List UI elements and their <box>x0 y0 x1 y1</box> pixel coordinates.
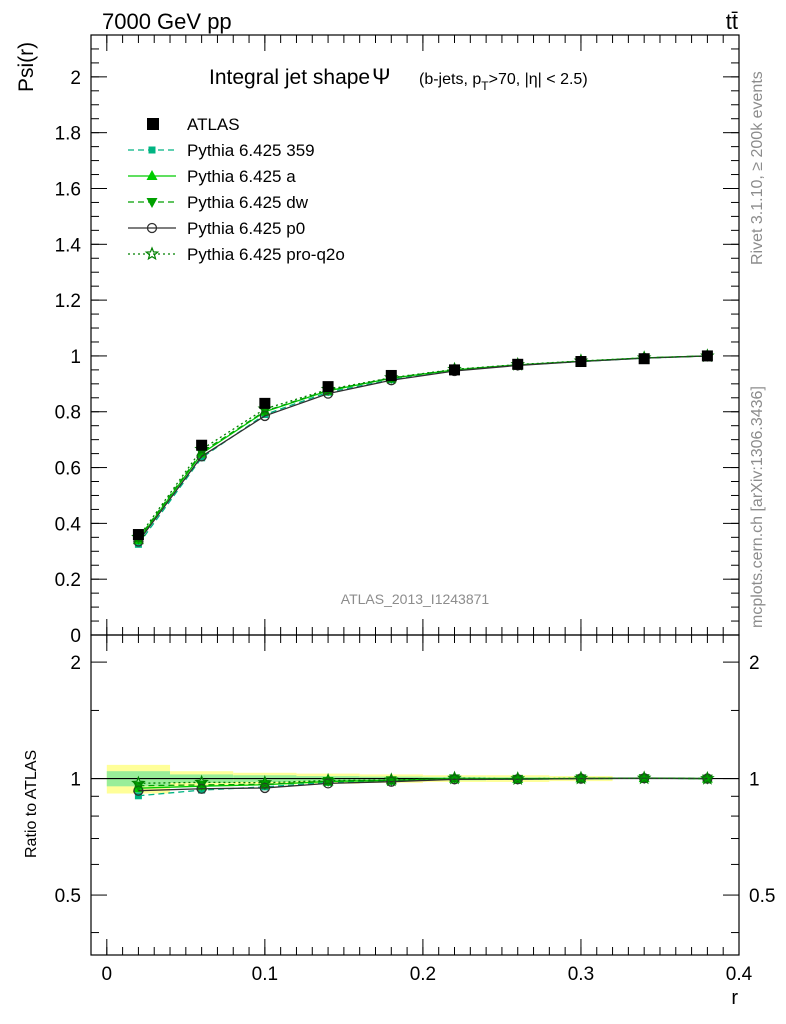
legend-series-marker <box>146 170 158 180</box>
ratio-y-axis-label: Ratio to ATLAS <box>23 750 40 858</box>
main-y-tick-label: 0.4 <box>55 514 82 535</box>
ratio-y-tick-label-right: 1 <box>749 770 760 791</box>
legend-atlas-marker <box>147 118 159 130</box>
x-tick-label: 0.3 <box>568 964 594 985</box>
main-y-tick-label: 1.8 <box>55 124 81 145</box>
legend-atlas-label: ATLAS <box>187 115 240 134</box>
main-y-tick-label: 1 <box>70 347 81 368</box>
x-tick-label: 0.1 <box>252 964 278 985</box>
main-y-tick-label: 0.6 <box>55 459 81 480</box>
ratio-series-point <box>510 771 526 785</box>
main-y-tick-label: 1.4 <box>55 235 82 256</box>
main-axes: 0 0.2 0.4 0.6 0.8 1 1.2 1.4 1.6 1.8 2 <box>55 35 740 647</box>
legend-series-marker <box>144 246 160 261</box>
mcplots-label: mcplots.cern.ch [arXiv:1306.3436] <box>749 386 766 628</box>
ratio-series-point <box>512 774 523 785</box>
process-label: tt̄ <box>726 9 738 34</box>
ratio-axes: 0 0.1 0.2 0.3 0.4 0.5 0.5 1 1 2 2 <box>55 635 775 985</box>
atlas-data-point <box>385 369 397 381</box>
x-axis-label: r <box>731 987 738 1009</box>
legend-series-label: Pythia 6.425 p0 <box>187 219 305 238</box>
y-axis-label: Psi(r) <box>15 42 38 92</box>
main-y-tick-label: 1.2 <box>55 291 81 312</box>
legend-series-marker <box>146 222 158 234</box>
main-y-tick-label: 0.2 <box>55 570 81 591</box>
legend-series-label: Pythia 6.425 pro-q2o <box>187 245 345 264</box>
series-line <box>137 355 708 541</box>
ratio-series-point <box>575 774 587 785</box>
ratio-series-lines <box>131 770 715 800</box>
legend-series-label: Pythia 6.425 359 <box>187 141 315 160</box>
subtitle-part-close: >70, |η| < 2.5) <box>489 71 588 88</box>
ratio-series-point <box>320 772 336 787</box>
ratio-series-point <box>322 778 334 789</box>
ratio-series-point <box>512 774 524 785</box>
ratio-y-tick-label: 1 <box>70 770 81 791</box>
legend-series-marker <box>148 146 156 154</box>
ratio-series-point <box>447 770 462 785</box>
rivet-label: Rivet 3.1.10, ≥ 200k events <box>749 71 766 265</box>
x-tick-label: 0.4 <box>726 964 753 985</box>
ratio-panel: 0 0.1 0.2 0.3 0.4 0.5 0.5 1 1 2 2 Ratio to ATLAS r <box>23 634 775 1009</box>
series-line <box>137 355 708 542</box>
subtitle-part-sub: T <box>481 79 489 93</box>
energy-label: 7000 GeV pp <box>102 9 232 34</box>
x-tick-label: 0.2 <box>410 964 436 985</box>
legend-series-label: Pythia 6.425 a <box>187 167 296 186</box>
ratio-series-point <box>573 770 589 785</box>
psi-symbol: Ψ <box>372 64 390 89</box>
atlas-data-point <box>575 356 587 368</box>
ratio-y-tick-label-right: 2 <box>749 653 760 674</box>
ratio-series-point <box>131 775 146 790</box>
atlas-data-point <box>638 353 650 365</box>
ratio-series-point <box>384 772 399 787</box>
main-y-tick-label: 0 <box>70 626 81 647</box>
main-y-tick-label: 2 <box>70 68 81 89</box>
legend: ATLAS Pythia 6.425 359 Pythia 6.425 a Pythi… <box>128 115 345 264</box>
main-y-tick-label: 0.8 <box>55 403 81 424</box>
subtitle-part-open: (b-jets, p <box>419 71 481 88</box>
atlas-data-point <box>449 364 461 376</box>
ratio-series-point <box>386 776 397 787</box>
atlas-data-point <box>196 439 208 451</box>
series-line <box>137 355 708 545</box>
ratio-series-point <box>259 782 271 794</box>
atlas-data-point <box>512 358 524 370</box>
ratio-frame <box>90 634 740 956</box>
atlas-data-point <box>322 381 334 393</box>
analysis-label: ATLAS_2013_I1243871 <box>341 591 490 607</box>
atlas-data-point <box>701 350 713 362</box>
legend-series-label: Pythia 6.425 dw <box>187 193 309 212</box>
atlas-data-point <box>132 529 144 541</box>
ratio-series-point <box>257 775 273 789</box>
atlas-data-point <box>259 397 271 409</box>
chart-title: Integral jet shape <box>209 66 370 89</box>
ratio-series-point <box>194 774 209 789</box>
main-panel: 0 0.2 0.4 0.6 0.8 1 1.2 1.4 1.6 1.8 2 Integral jet… <box>15 34 740 647</box>
ratio-y-tick-label-right: 0.5 <box>749 886 775 907</box>
main-y-tick-label: 1.6 <box>55 179 81 200</box>
chart-subtitle: (b-jets, pT>70, |η| < 2.5) <box>419 71 588 93</box>
ratio-series-line <box>138 777 708 792</box>
ratio-series-point <box>636 770 652 785</box>
main-series-lines <box>131 348 715 548</box>
atlas-data-points <box>132 350 713 541</box>
ratio-series-point <box>700 770 715 785</box>
series-line <box>137 355 708 538</box>
x-tick-label: 0 <box>102 964 113 985</box>
legend-series-marker <box>146 198 158 208</box>
series-line <box>137 355 708 540</box>
ratio-series-point <box>449 774 460 785</box>
ratio-y-tick-label: 2 <box>70 653 81 674</box>
ratio-series-point <box>575 773 587 784</box>
ratio-y-tick-label: 0.5 <box>55 886 81 907</box>
